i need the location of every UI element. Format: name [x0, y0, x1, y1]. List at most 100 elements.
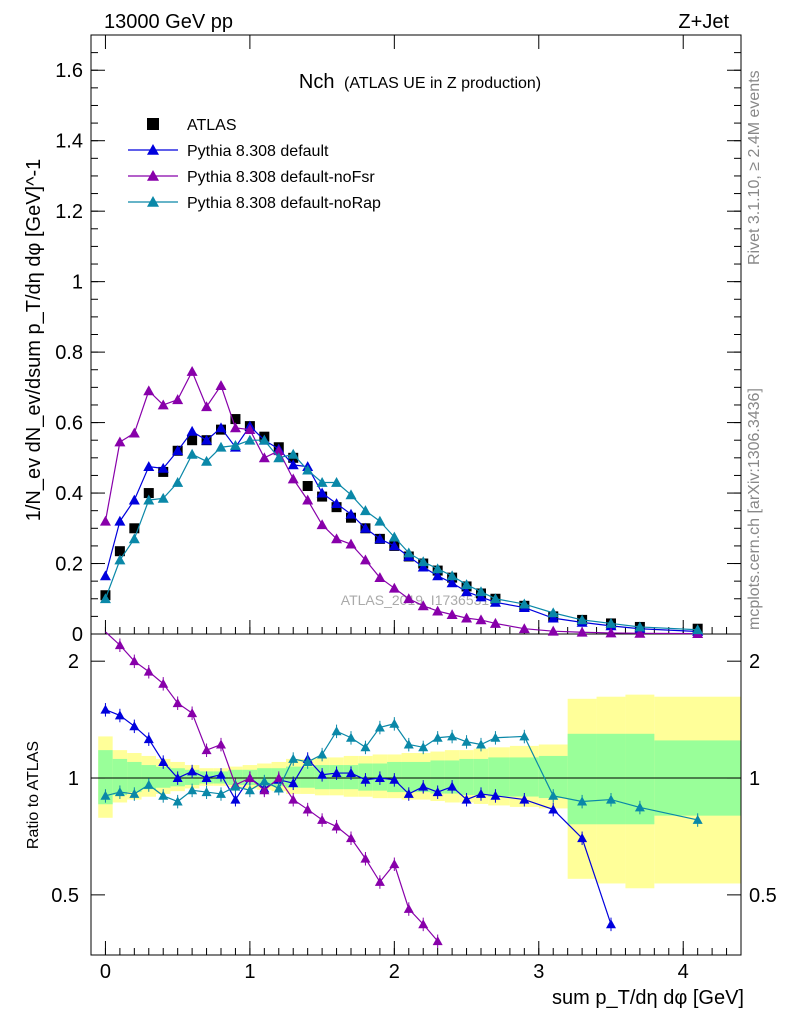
legend-label: ATLAS [187, 117, 237, 134]
series-point-main [475, 586, 487, 597]
y-tick-label: 0.8 [55, 342, 83, 364]
series-point-ratio [158, 678, 169, 688]
atlas-data-point [302, 481, 313, 492]
series-point-ratio [244, 785, 255, 795]
series-point-main [287, 459, 299, 470]
series-point-ratio [201, 745, 212, 755]
series-line-main [104, 425, 698, 633]
series-point-main [374, 533, 386, 544]
series-point-main [446, 609, 458, 620]
series-point-ratio [100, 704, 111, 714]
series-point-main [461, 612, 473, 623]
series-point-main [403, 547, 415, 558]
ratio-band-green-bin [509, 757, 539, 797]
atlas-data-point [230, 414, 241, 425]
series-point-ratio [216, 739, 226, 749]
ratio-band-green-bin [444, 760, 460, 794]
series-point-main [446, 577, 458, 588]
series-point-ratio [519, 794, 530, 804]
y-tick-label: 0.4 [55, 483, 83, 505]
series-point-main [316, 519, 328, 530]
series-point-ratio [114, 640, 125, 650]
series-point-main [489, 617, 501, 628]
series-point-ratio [461, 794, 472, 804]
series-point-main [302, 464, 314, 475]
series-point-main [143, 461, 155, 472]
series-point-ratio [187, 708, 198, 718]
series-point-main [547, 625, 559, 636]
series-point-ratio [143, 734, 154, 744]
series-point-main [128, 494, 140, 505]
series-point-ratio [244, 773, 255, 783]
series-point-main [215, 422, 227, 433]
series-point-main [547, 607, 559, 618]
series-point-main [388, 531, 400, 542]
series-point-ratio [259, 785, 270, 795]
atlas-data-point [129, 523, 140, 534]
header-energy-label: 13000 GeV pp [104, 11, 233, 33]
series-point-main [432, 605, 444, 616]
series-point-ratio [201, 773, 212, 783]
series-point-ratio [403, 788, 414, 798]
series-point-main [99, 593, 111, 604]
series-point-ratio [172, 796, 183, 806]
plot-title-sub: (ATLAS UE in Z production) [344, 75, 541, 92]
series-point-ratio [606, 919, 616, 929]
series-point-ratio [634, 802, 645, 812]
series-line-ratio [105, 723, 698, 821]
series-point-ratio [490, 790, 501, 800]
header-process-label: Z+Jet [678, 11, 729, 33]
y-tick-label: 1.4 [55, 131, 83, 153]
series-point-ratio [374, 876, 385, 886]
legend-marker-triangle [147, 196, 159, 207]
series-point-ratio [114, 787, 125, 797]
x-tick-label: 4 [678, 961, 689, 983]
ratio-band-green-bin [430, 760, 445, 794]
series-point-ratio [360, 774, 371, 784]
series-point-main [186, 425, 198, 436]
ratio-y-axis-label: Ratio to ATLAS [25, 741, 42, 849]
series-point-main [576, 626, 588, 637]
series-point-ratio [606, 794, 616, 804]
series-point-main [475, 614, 487, 625]
series-point-ratio [461, 736, 472, 746]
x-axis-label: sum p_T/dη dφ [GeV] [552, 987, 744, 1009]
series-point-ratio [331, 726, 342, 736]
series-point-main [374, 572, 386, 583]
series-point-main [114, 515, 126, 526]
series-point-ratio [187, 766, 198, 776]
ratio-band-green-bin [567, 733, 597, 825]
series-point-main [201, 401, 213, 412]
series-point-ratio [346, 833, 356, 843]
series-point-ratio [158, 756, 169, 766]
series-point-ratio [418, 742, 429, 752]
ratio-tick-label: 0.5 [51, 885, 79, 907]
series-point-main [432, 570, 444, 581]
series-point-main [518, 623, 530, 634]
ratio-tick-label: 1 [68, 768, 79, 790]
series-point-main [229, 439, 241, 450]
series-point-ratio [418, 919, 429, 929]
series-point-main [258, 434, 270, 445]
series-point-main [432, 563, 444, 574]
series-point-ratio [143, 666, 154, 676]
series-point-ratio [476, 788, 486, 798]
plot-title-main: Nch [299, 71, 335, 93]
series-line-ratio [105, 631, 439, 942]
x-tick-label: 2 [389, 961, 400, 983]
series-point-main [258, 452, 270, 463]
series-point-ratio [432, 936, 443, 946]
ratio-band-green-bin [459, 758, 474, 796]
series-point-main [461, 586, 473, 597]
y-tick-label: 0.2 [55, 554, 83, 576]
series-point-main [157, 492, 169, 503]
ratio-band-green-bin [300, 766, 315, 788]
y-tick-label: 0.6 [55, 413, 83, 435]
legend: ATLAS Pythia 8.308 default Pythia 8.308 de… [128, 117, 381, 212]
series-2 [99, 365, 704, 949]
series-point-main [359, 522, 371, 533]
x-tick-label: 1 [244, 961, 255, 983]
legend-label: Pythia 8.308 default [187, 143, 329, 160]
series-point-main [143, 494, 155, 505]
series-point-main [475, 591, 487, 602]
